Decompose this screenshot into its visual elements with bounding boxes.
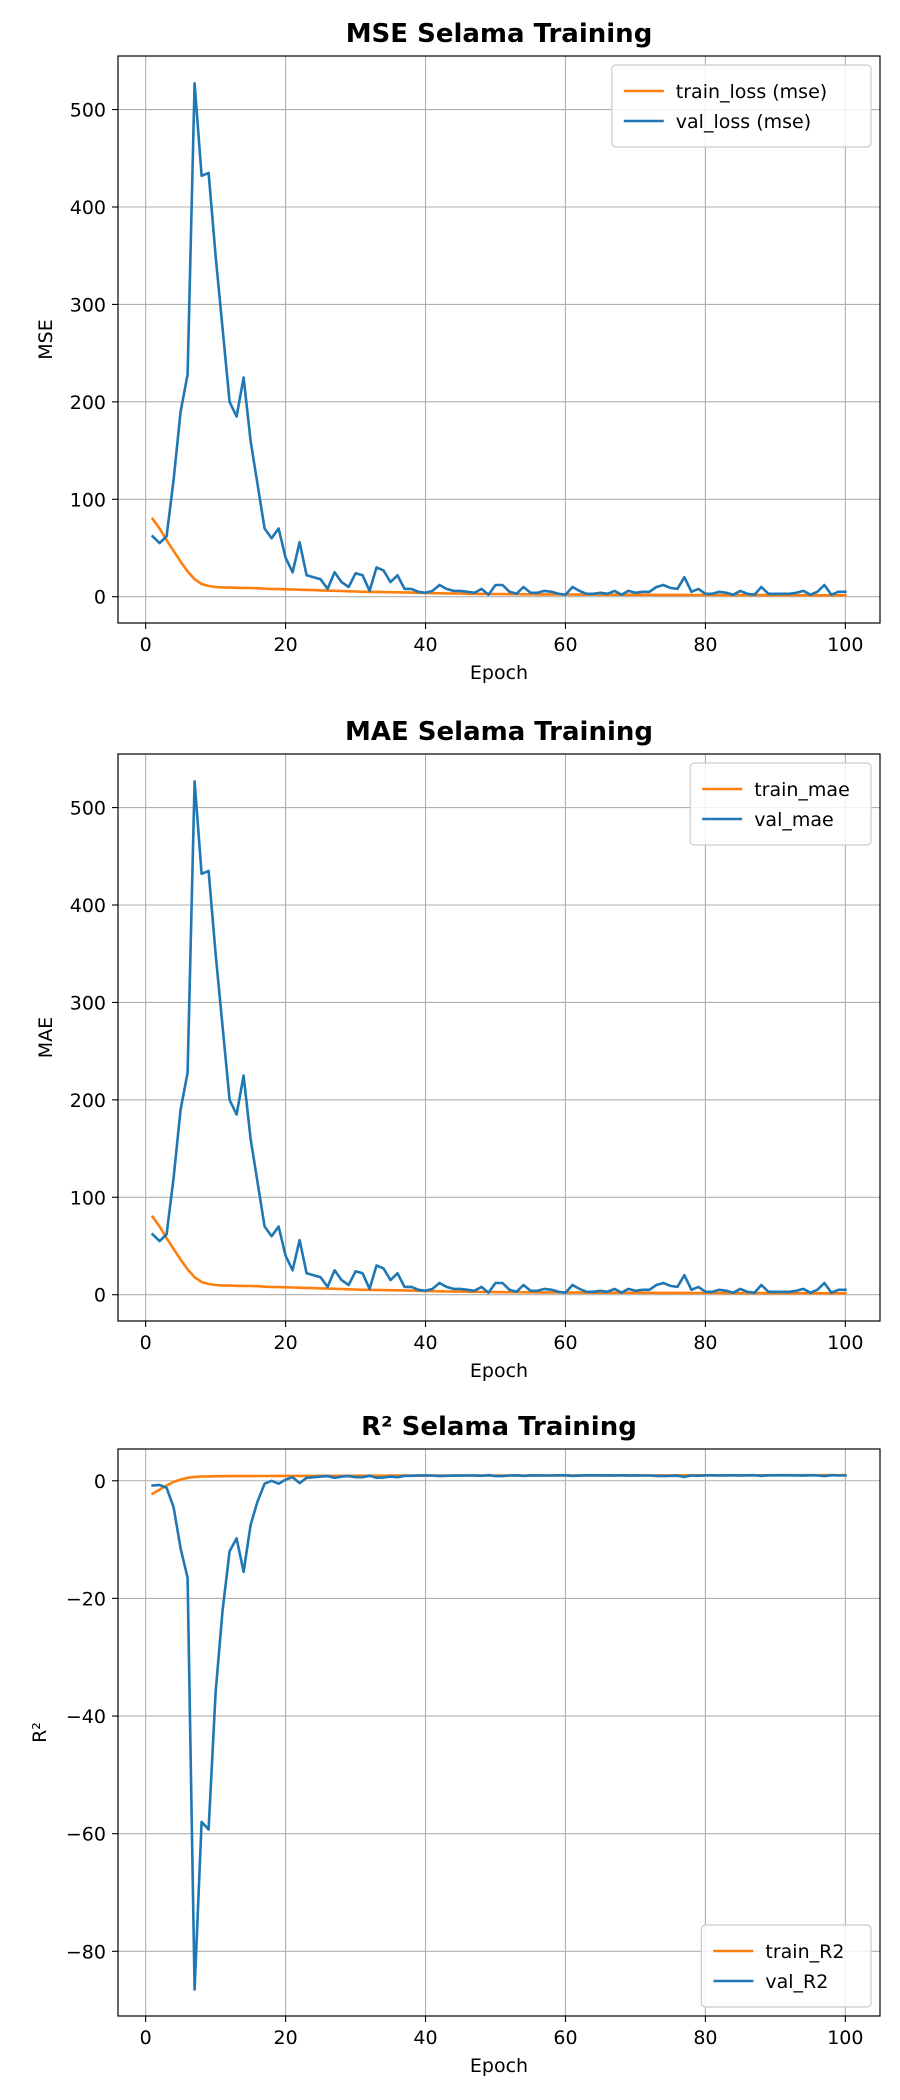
y-tick-label: 300 (70, 294, 106, 316)
x-tick-label: 80 (693, 1332, 717, 1354)
y-tick-label: 200 (70, 1090, 106, 1112)
y-tick-label: 0 (94, 1471, 106, 1493)
x-tick-label: 80 (693, 2027, 717, 2049)
x-tick-label: 40 (413, 1332, 437, 1354)
legend-label: val_R2 (765, 1971, 828, 1993)
legend-label: train_loss (mse) (676, 81, 827, 103)
legend: train_loss (mse) val_loss (mse) (611, 64, 872, 148)
legend-box (689, 762, 872, 846)
y-tick-label: 0 (94, 1285, 106, 1307)
x-tick-label: 60 (553, 1332, 577, 1354)
x-axis-label: Epoch (470, 2055, 528, 2077)
y-tick-label: −60 (66, 1824, 106, 1846)
legend: train_R2 val_R2 (700, 1924, 872, 2008)
axes-frame (117, 753, 881, 1322)
chart-panel-3: 0 20 40 60 80 100 0 −20 −40 −60 −80 R² Selama Train… (29, 1412, 881, 2077)
series-line-train_R2 (150, 1473, 847, 1496)
legend-label: val_loss (mse) (676, 111, 811, 133)
series-line-val_mae (150, 779, 847, 1294)
x-tick-label: 0 (140, 2027, 152, 2049)
y-tick-label: −80 (66, 1941, 106, 1963)
series-line-train_mae (150, 1214, 847, 1295)
x-tick-label: 0 (140, 1332, 152, 1354)
series-line-val_loss (mse) (150, 82, 847, 597)
y-tick-label: 300 (70, 992, 106, 1014)
y-axis-label: MAE (35, 1017, 57, 1058)
x-tick-label: 40 (413, 634, 437, 656)
x-tick-label: 100 (827, 2027, 863, 2049)
y-axis-label: MSE (35, 319, 57, 359)
x-axis-label: Epoch (470, 662, 528, 684)
series-line-train_loss (mse) (150, 516, 847, 597)
y-tick-label: 500 (70, 100, 106, 122)
x-tick-label: 100 (827, 634, 863, 656)
chart-title: R² Selama Training (361, 1412, 637, 1442)
legend-box (700, 1924, 872, 2008)
x-tick-label: 100 (827, 1332, 863, 1354)
y-tick-label: 200 (70, 392, 106, 414)
y-axis-label: R² (29, 1722, 51, 1743)
y-tick-label: 400 (70, 895, 106, 917)
x-axis-label: Epoch (470, 1360, 528, 1382)
axes-frame (117, 55, 881, 624)
series-line-val_R2 (151, 1473, 847, 1991)
y-tick-label: 100 (70, 489, 106, 511)
axes-frame (117, 1448, 881, 2017)
chart-title: MAE Selama Training (345, 717, 653, 747)
x-tick-label: 40 (413, 2027, 437, 2049)
x-tick-label: 20 (273, 1332, 297, 1354)
legend-label: val_mae (754, 809, 834, 831)
legend-label: train_R2 (765, 1941, 844, 1963)
chart-panel-1: 0 20 40 60 80 100 0 100 200 300 400 500 MSE Selama T… (35, 19, 881, 684)
chart-title: MSE Selama Training (346, 19, 653, 49)
y-tick-label: −40 (66, 1706, 106, 1728)
y-tick-label: 500 (70, 798, 106, 820)
y-tick-label: 400 (70, 197, 106, 219)
y-tick-label: −20 (66, 1588, 106, 1610)
x-tick-label: 60 (553, 2027, 577, 2049)
chart-panel-2: 0 20 40 60 80 100 0 100 200 300 400 500 MAE Selama T… (35, 717, 881, 1382)
x-tick-label: 0 (140, 634, 152, 656)
legend: train_mae val_mae (689, 762, 872, 846)
y-tick-label: 0 (94, 587, 106, 609)
legend-box (611, 64, 872, 148)
y-tick-label: 100 (70, 1187, 106, 1209)
legend-label: train_mae (754, 779, 850, 801)
x-tick-label: 20 (273, 634, 297, 656)
x-tick-label: 80 (693, 634, 717, 656)
x-tick-label: 20 (273, 2027, 297, 2049)
x-tick-label: 60 (553, 634, 577, 656)
